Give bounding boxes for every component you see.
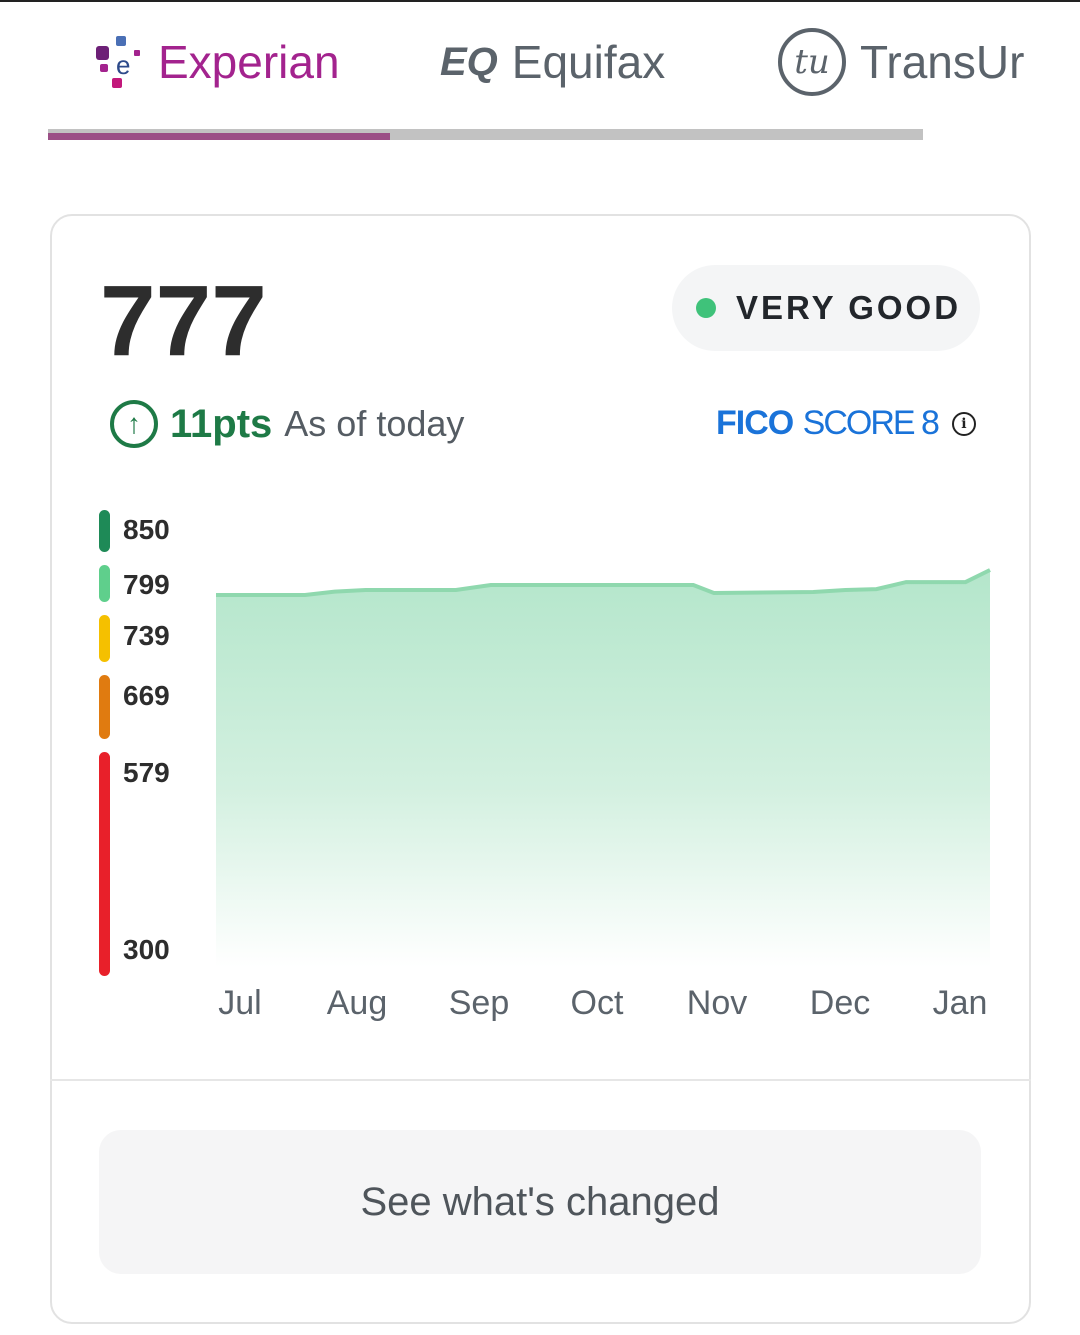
arrow-up-circle-icon: ↑ xyxy=(110,400,158,448)
info-icon[interactable]: i xyxy=(951,411,976,436)
tab-equifax[interactable]: EQ Equifax xyxy=(440,30,665,94)
model-name: SCORE 8 xyxy=(802,404,940,442)
y-tick-label: 579 xyxy=(123,757,170,788)
score-card xyxy=(50,214,1031,1324)
score-change: ↑ 11pts As of today xyxy=(110,400,464,448)
credit-score: 777 xyxy=(100,265,267,377)
y-tick-label: 799 xyxy=(123,569,170,600)
x-tick-label: Nov xyxy=(686,984,748,1022)
svg-text:e: e xyxy=(116,50,130,80)
y-tick-label: 669 xyxy=(123,680,170,711)
rating-label: VERY GOOD xyxy=(736,289,962,326)
tab-transunion[interactable]: tu TransUr xyxy=(778,28,1025,96)
band-799 xyxy=(99,565,110,602)
see-whats-changed-button[interactable]: See what's changed xyxy=(99,1130,981,1274)
y-tick-label: 739 xyxy=(123,620,170,651)
band-850 xyxy=(99,510,110,552)
divider xyxy=(50,1079,1031,1081)
rating-badge: VERY GOOD xyxy=(672,265,980,351)
y-tick-label: 300 xyxy=(123,934,170,965)
fico-brand: FICO xyxy=(716,404,794,442)
score-model: FICO SCORE 8 i xyxy=(716,404,976,443)
tab-active-indicator xyxy=(48,133,390,140)
y-tick-label: 850 xyxy=(123,514,170,545)
experian-logo-icon: e xyxy=(96,36,140,88)
band-669 xyxy=(99,675,110,739)
status-dot-icon xyxy=(696,298,716,318)
points-change: 11pts xyxy=(170,401,273,446)
tab-track xyxy=(48,129,923,140)
tab-label: Equifax xyxy=(511,36,666,88)
band-579 xyxy=(99,752,110,976)
equifax-logo-icon: EQ xyxy=(440,39,498,84)
x-tick-label: Dec xyxy=(809,984,871,1022)
as-of-label: As of today xyxy=(284,403,465,444)
band-739 xyxy=(99,615,110,662)
tab-experian[interactable]: e Experian xyxy=(96,30,340,94)
x-tick-label: Aug xyxy=(326,984,388,1022)
x-tick-label: Jan xyxy=(932,984,988,1022)
tab-label: TransUr xyxy=(860,36,1025,88)
tab-label: Experian xyxy=(158,36,340,88)
x-tick-label: Sep xyxy=(448,984,510,1022)
transunion-logo-icon: tu xyxy=(778,28,846,96)
x-tick-label: Oct xyxy=(570,984,624,1022)
x-tick-label: Jul xyxy=(218,984,262,1022)
